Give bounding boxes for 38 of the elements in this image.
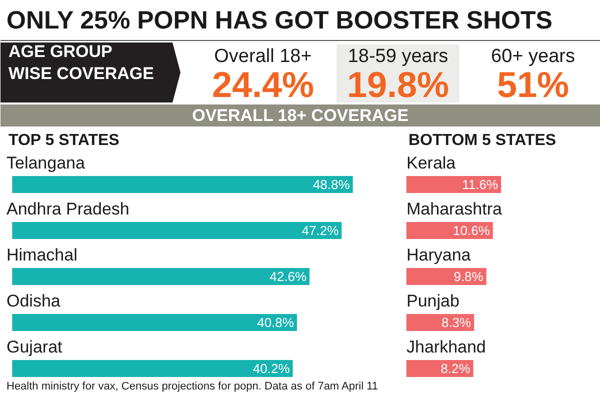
data-label: 8.3% (441, 315, 472, 330)
category-label: Himachal (6, 246, 78, 264)
category-label: Overall 18+ (214, 46, 312, 67)
category-label: Haryana (406, 246, 471, 264)
data-label: 47.2% (302, 223, 340, 238)
chart-title: TOP 5 STATES (8, 132, 120, 149)
bar (12, 360, 293, 377)
category-label: 18-59 years (348, 46, 448, 67)
category-label: Odisha (6, 292, 60, 310)
category-label: 60+ years (491, 46, 575, 67)
data-label: 42.6% (270, 269, 307, 284)
data-label: 8.2% (440, 361, 471, 376)
text: AGE GROUP WISE COVERAGE (8, 42, 154, 83)
category-label: Telangana (6, 154, 85, 172)
bar (12, 268, 310, 285)
bar (406, 176, 502, 193)
category-label: Jharkhand (406, 338, 486, 356)
chart-title: BOTTOM 5 STATES (408, 132, 556, 149)
category-label: Punjab (406, 292, 460, 310)
bar (12, 314, 297, 331)
data-label: 11.6% (462, 177, 498, 192)
data-label: 10.6% (453, 223, 490, 238)
text: Health ministry for vax, Census projections for popn. Data as of 7am April 11 (6, 380, 378, 392)
text: ONLY 25% POPN HAS GOT BOOSTER SHOTS (6, 6, 552, 34)
data-label: 9.8% (454, 269, 484, 284)
category-label: Gujarat (6, 338, 62, 356)
bar (406, 268, 486, 285)
data-label: 40.2% (252, 361, 290, 376)
bar (12, 222, 342, 239)
bar (406, 222, 493, 239)
data-label: 24.4% (212, 64, 314, 105)
bar (12, 176, 353, 193)
category-label: Kerala (406, 154, 456, 172)
category-label: Maharashtra (406, 200, 502, 218)
data-label: 40.8% (257, 315, 294, 330)
data-label: 48.8% (312, 177, 350, 192)
category-label: Andhra Pradesh (6, 200, 130, 218)
text: OVERALL 18+ COVERAGE (192, 106, 409, 125)
